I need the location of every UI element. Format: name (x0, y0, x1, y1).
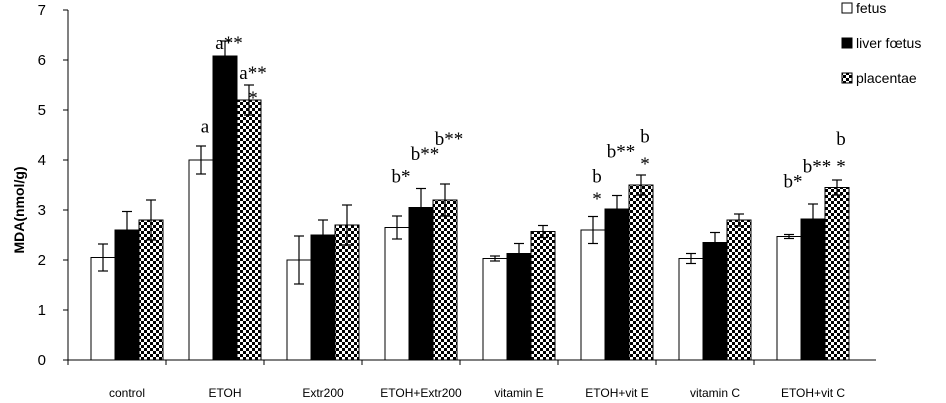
significance-label: a (201, 117, 210, 138)
bar-placentae (138, 219, 164, 361)
significance-label: b (640, 127, 650, 148)
legend-label: liver fœtus (856, 35, 921, 51)
y-tick-label: 4 (38, 152, 46, 169)
bar-placentae (628, 184, 654, 361)
bar-fetus (188, 159, 214, 361)
legend-swatch (841, 37, 853, 49)
bar-fetus (90, 257, 116, 361)
significance-label: * (248, 88, 258, 109)
bar-liver-fœtus (604, 208, 630, 361)
x-tick-label: vitamin C (690, 386, 740, 400)
significance-label: * (836, 157, 846, 178)
bar-liver-fœtus (800, 218, 826, 361)
axes: 0 1 2 3 4 5 6 7 control ETOH Extr200 ETOH+Extr200 vi… (38, 2, 876, 400)
significance-label: a** (215, 33, 242, 54)
legend-label: placentae (856, 70, 917, 86)
bar-placentae (236, 99, 262, 361)
y-tick-label: 7 (38, 2, 46, 19)
error-bars (98, 40, 842, 285)
legend-label: fetus (856, 0, 886, 16)
significance-label: b** (411, 144, 440, 165)
x-tick-label: ETOH+Extr200 (380, 386, 462, 400)
significance-label: b (592, 167, 602, 188)
y-axis-label: MDA(nmol/g) (11, 166, 27, 253)
x-tick-label: ETOH+vit C (781, 386, 845, 400)
bar-liver-fœtus (506, 253, 532, 361)
significance-label: b (836, 129, 846, 150)
bar-fetus (678, 258, 704, 361)
bar-liver-fœtus (310, 234, 336, 361)
significance-label: b** (435, 129, 464, 150)
legend: fetus liver fœtus placentae (841, 0, 921, 86)
bar-fetus (776, 236, 802, 361)
significance-label: * (592, 189, 602, 210)
significance-label: * (640, 154, 650, 175)
y-tick-label: 0 (38, 352, 46, 369)
x-tick-label: ETOH+vit E (585, 386, 648, 400)
bar-placentae (432, 199, 458, 361)
significance-label: a** (239, 63, 266, 84)
x-tick-label: ETOH (208, 386, 241, 400)
significance-label: * (224, 60, 234, 81)
bar-liver-fœtus (702, 242, 728, 361)
bar-placentae (334, 224, 360, 361)
bar-placentae (824, 187, 850, 361)
legend-swatch (841, 72, 853, 84)
bar-fetus (384, 227, 410, 361)
bar-placentae (530, 231, 556, 361)
y-tick-label: 3 (38, 202, 46, 219)
bar-liver-fœtus (114, 229, 140, 361)
bar-fetus (580, 229, 606, 361)
y-tick-label: 6 (38, 52, 46, 69)
x-tick-label: vitamin E (494, 386, 543, 400)
bar-fetus (482, 258, 508, 361)
bar-liver-fœtus (212, 55, 238, 361)
legend-swatch (841, 2, 853, 14)
y-tick-label: 1 (38, 302, 46, 319)
bars (90, 55, 850, 361)
bar-liver-fœtus (408, 207, 434, 361)
x-tick-label: control (109, 386, 145, 400)
significance-label: b* (392, 167, 411, 188)
bar-placentae (726, 219, 752, 361)
y-tick-label: 2 (38, 252, 46, 269)
y-tick-label: 5 (38, 102, 46, 119)
x-tick-label: Extr200 (302, 386, 344, 400)
annotations: a*** a***ab*b**b**b*b**b*bb** *b* (201, 33, 846, 210)
significance-label: b** (803, 157, 832, 178)
significance-label: b** (607, 142, 636, 163)
significance-label: b* (784, 172, 803, 193)
